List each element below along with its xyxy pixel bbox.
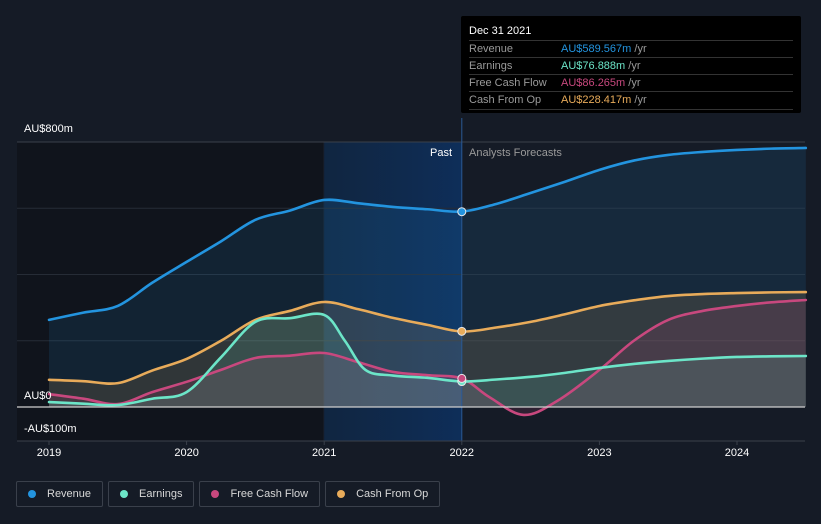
y-tick-label-0: AU$0 [24,390,52,402]
tooltip-value: AU$589.567m /yr [561,43,647,55]
marker-revenue [457,207,467,217]
tooltip-value: AU$76.888m /yr [561,60,641,72]
marker-free-cash-flow [457,373,467,383]
x-tick-label: 2023 [587,447,612,459]
area-free-cash-flow [49,300,806,415]
area-revenue [49,147,806,407]
line-earnings [47,312,808,407]
line-free-cash-flow [47,298,808,417]
area-earnings [49,313,806,407]
tooltip: Dec 31 2021 Revenue AU$589.567m /yr Earn… [461,16,801,113]
area-cash-from-op [49,292,806,407]
y-tick-label-neg100m: -AU$100m [24,423,77,435]
legend-label: Earnings [139,488,183,500]
legend-dot-icon [337,490,346,498]
legend-label: Cash From Op [356,488,429,500]
legend-label: Free Cash Flow [230,488,309,500]
x-tick-label: 2022 [449,447,475,459]
tooltip-date: Dec 31 2021 [469,25,532,37]
tooltip-row-cash-from-op: Cash From Op AU$228.417m /yr [469,91,793,110]
tooltip-row-revenue: Revenue AU$589.567m /yr [469,40,793,58]
left-dark-region [17,142,323,441]
x-tick-label: 2020 [174,447,199,459]
tooltip-value: AU$86.265m /yr [561,77,641,89]
chart-canvas [17,118,808,445]
legend-dot-icon [211,490,220,498]
tooltip-label: Cash From Op [469,94,542,106]
y-tick-label-800m: AU$800m [24,123,73,135]
legend-dot-icon [28,490,36,498]
line-cash-from-op [47,290,808,385]
legend-label: Revenue [47,488,92,500]
tooltip-row-earnings: Earnings AU$76.888m /yr [469,57,793,75]
tooltip-label: Earnings [469,60,513,72]
legend: Revenue Earnings Free Cash Flow Cash Fro… [16,481,441,507]
forecast-label: Analysts Forecasts [469,147,562,159]
past-label: Past [430,147,453,159]
x-tick-label: 2021 [311,447,337,459]
legend-item-revenue[interactable]: Revenue [16,481,104,507]
tooltip-value: AU$228.417m /yr [561,94,647,106]
legend-item-free-cash-flow[interactable]: Free Cash Flow [199,481,321,507]
past-region-highlight [324,142,462,441]
legend-dot-icon [120,490,129,498]
legend-item-earnings[interactable]: Earnings [108,481,195,507]
tooltip-label: Free Cash Flow [469,77,547,89]
line-revenue [47,146,808,322]
legend-item-cash-from-op[interactable]: Cash From Op [325,481,441,507]
tooltip-label: Revenue [469,43,514,55]
x-tick-label: 2019 [36,447,62,459]
marker-cash-from-op [457,326,467,336]
x-tick-label: 2024 [724,447,750,459]
tooltip-row-free-cash-flow: Free Cash Flow AU$86.265m /yr [469,74,793,92]
